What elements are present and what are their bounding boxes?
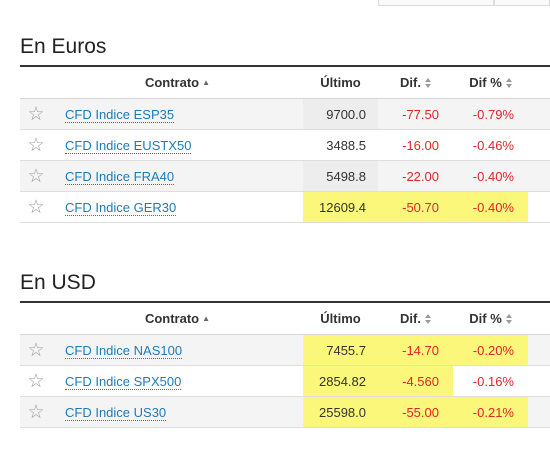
caret-up-icon: ▲	[202, 314, 211, 323]
table-row: ☆ CFD Indice NAS100 7455.7 -14.70 -0.20%	[20, 334, 550, 366]
change-value: -4.560	[378, 365, 453, 397]
contract-link[interactable]: CFD Indice FRA40	[65, 168, 175, 185]
star-outline-icon[interactable]: ☆	[27, 370, 45, 392]
change-percent: -0.46%	[453, 129, 528, 161]
change-percent: -0.40%	[453, 191, 528, 223]
favorite-toggle[interactable]: ☆	[20, 334, 52, 366]
top-tab[interactable]	[378, 0, 494, 6]
star-outline-icon[interactable]: ☆	[27, 196, 45, 218]
last-price: 9700.0	[303, 98, 378, 130]
last-price: 12609.4	[303, 191, 378, 223]
table-row: ☆ CFD Indice US30 25598.0 -55.00 -0.21%	[20, 396, 550, 428]
contract-link[interactable]: CFD Indice ESP35	[65, 106, 175, 123]
change-value: -22.00	[378, 160, 453, 192]
col-contrato-header[interactable]: Contrato ▲	[52, 303, 303, 335]
change-value: -50.70	[378, 191, 453, 223]
table-row: ☆ CFD Indice GER30 12609.4 -50.70 -0.40%	[20, 191, 550, 223]
sort-both-icon	[424, 78, 431, 88]
top-tabs	[378, 0, 550, 7]
col-dif-header[interactable]: Dif.	[378, 303, 453, 335]
star-outline-icon[interactable]: ☆	[27, 401, 45, 423]
contract-link[interactable]: CFD Indice NAS100	[65, 342, 183, 359]
favorite-toggle[interactable]: ☆	[20, 365, 52, 397]
section-title: En Euros	[20, 35, 107, 58]
favorite-toggle[interactable]: ☆	[20, 396, 52, 428]
favorite-toggle[interactable]: ☆	[20, 129, 52, 161]
star-outline-icon[interactable]: ☆	[27, 134, 45, 156]
sort-both-icon	[505, 78, 512, 88]
change-percent: -0.16%	[453, 365, 528, 397]
contract-link[interactable]: CFD Indice EUSTX50	[65, 137, 192, 154]
col-contrato-header[interactable]: Contrato ▲	[52, 67, 303, 99]
section-title: En USD	[20, 271, 96, 294]
change-percent: -0.20%	[453, 334, 528, 366]
table-row: ☆ CFD Indice EUSTX50 3488.5 -16.00 -0.46…	[20, 129, 550, 161]
last-price: 3488.5	[303, 129, 378, 161]
col-difpct-header[interactable]: Dif %	[453, 67, 528, 99]
caret-up-icon: ▲	[202, 78, 211, 87]
star-outline-icon[interactable]: ☆	[27, 339, 45, 361]
favorite-toggle[interactable]: ☆	[20, 98, 52, 130]
last-price: 7455.7	[303, 334, 378, 366]
sort-both-icon	[424, 314, 431, 324]
sort-both-icon	[505, 314, 512, 324]
col-ultimo-header[interactable]: Último	[303, 67, 378, 99]
top-tab[interactable]	[494, 0, 550, 6]
quotes-table: Contrato ▲ Último Dif. Dif % ☆ CFD Indice…	[20, 303, 550, 428]
col-ultimo-header[interactable]: Último	[303, 303, 378, 335]
star-outline-icon[interactable]: ☆	[27, 103, 45, 125]
contract-link[interactable]: CFD Indice US30	[65, 404, 167, 421]
contract-link[interactable]: CFD Indice SPX500	[65, 373, 182, 390]
change-value: -14.70	[378, 334, 453, 366]
table-row: ☆ CFD Indice SPX500 2854.82 -4.560 -0.16…	[20, 365, 550, 397]
change-value: -16.00	[378, 129, 453, 161]
col-difpct-header[interactable]: Dif %	[453, 303, 528, 335]
change-value: -77.50	[378, 98, 453, 130]
col-dif-header[interactable]: Dif.	[378, 67, 453, 99]
quotes-table: Contrato ▲ Último Dif. Dif % ☆ CFD Indice…	[20, 67, 550, 223]
favorite-toggle[interactable]: ☆	[20, 191, 52, 223]
change-percent: -0.21%	[453, 396, 528, 428]
last-price: 2854.82	[303, 365, 378, 397]
last-price: 5498.8	[303, 160, 378, 192]
section-usd: En USD Contrato ▲ Último Dif. Dif % ☆ CFD…	[20, 270, 550, 428]
change-percent: -0.79%	[453, 98, 528, 130]
table-header-row: Contrato ▲ Último Dif. Dif %	[20, 67, 550, 99]
table-header-row: Contrato ▲ Último Dif. Dif %	[20, 303, 550, 335]
table-row: ☆ CFD Indice ESP35 9700.0 -77.50 -0.79%	[20, 98, 550, 130]
table-row: ☆ CFD Indice FRA40 5498.8 -22.00 -0.40%	[20, 160, 550, 192]
last-price: 25598.0	[303, 396, 378, 428]
section-divider	[20, 65, 550, 67]
section-divider	[20, 301, 550, 303]
change-value: -55.00	[378, 396, 453, 428]
star-outline-icon[interactable]: ☆	[27, 165, 45, 187]
change-percent: -0.40%	[453, 160, 528, 192]
favorite-toggle[interactable]: ☆	[20, 160, 52, 192]
section-euros: En Euros Contrato ▲ Último Dif. Dif % ☆ C…	[20, 34, 550, 223]
contract-link[interactable]: CFD Indice GER30	[65, 199, 177, 216]
